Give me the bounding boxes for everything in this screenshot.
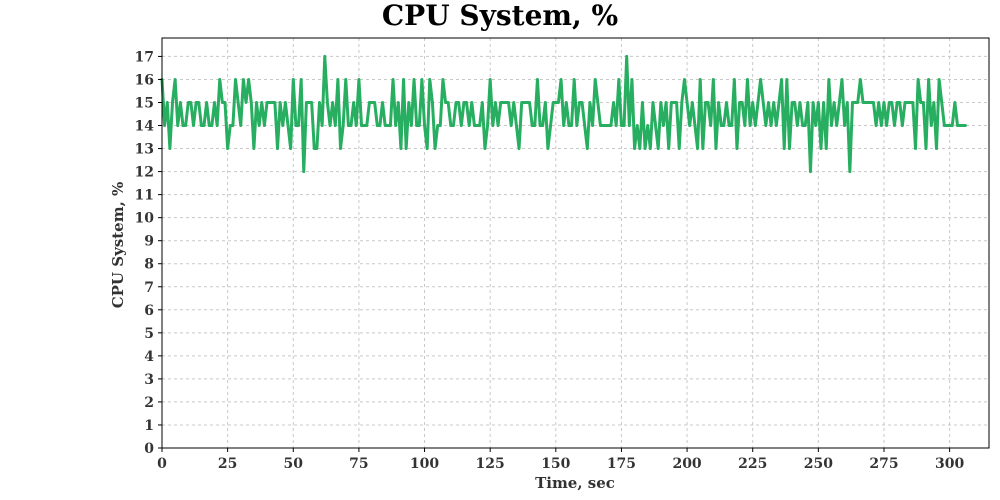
plot-frame <box>161 37 990 449</box>
x-tick-label: 225 <box>738 456 767 472</box>
y-tick-label: 7 <box>144 280 154 296</box>
x-tick-label: 200 <box>672 456 701 472</box>
y-tick-label: 16 <box>135 72 154 88</box>
y-tick-label: 2 <box>144 395 154 411</box>
x-tick-label: 50 <box>284 456 304 472</box>
y-tick-label: 8 <box>144 257 154 273</box>
y-tick-label: 0 <box>144 441 154 457</box>
x-tick-label: 275 <box>869 456 898 472</box>
y-tick-label: 13 <box>135 142 154 158</box>
x-tick-label: 0 <box>157 456 167 472</box>
x-axis-title: Time, sec <box>535 474 615 492</box>
y-tick-label: 1 <box>144 418 154 434</box>
x-tick-label: 175 <box>607 456 636 472</box>
y-tick-label: 17 <box>135 49 154 65</box>
y-tick-label: 6 <box>144 303 154 319</box>
y-tick-label: 5 <box>144 326 154 342</box>
x-tick-label: 75 <box>349 456 368 472</box>
chart-title: CPU System, % <box>382 0 618 32</box>
x-tick-label: 125 <box>476 456 505 472</box>
x-tick-label: 250 <box>804 456 833 472</box>
y-tick-label: 12 <box>135 165 154 181</box>
y-tick-label: 4 <box>144 349 154 365</box>
x-tick-label: 150 <box>541 456 570 472</box>
y-tick-label: 15 <box>135 95 154 111</box>
x-tick-label: 100 <box>410 456 439 472</box>
x-axis-ticks: 0 25 50 75 100 125 150 175 200 225 250 275 300 <box>157 448 964 472</box>
x-tick-label: 300 <box>935 456 964 472</box>
series-layer <box>160 54 967 174</box>
y-tick-label: 3 <box>144 372 154 388</box>
y-tick-label: 10 <box>135 211 155 227</box>
y-tick-label: 9 <box>144 234 154 250</box>
y-tick-label: 14 <box>135 119 155 135</box>
y-axis-title: CPU System, % <box>109 182 127 309</box>
series-line <box>160 54 967 174</box>
x-tick-label: 25 <box>218 456 237 472</box>
y-tick-label: 11 <box>135 188 154 204</box>
